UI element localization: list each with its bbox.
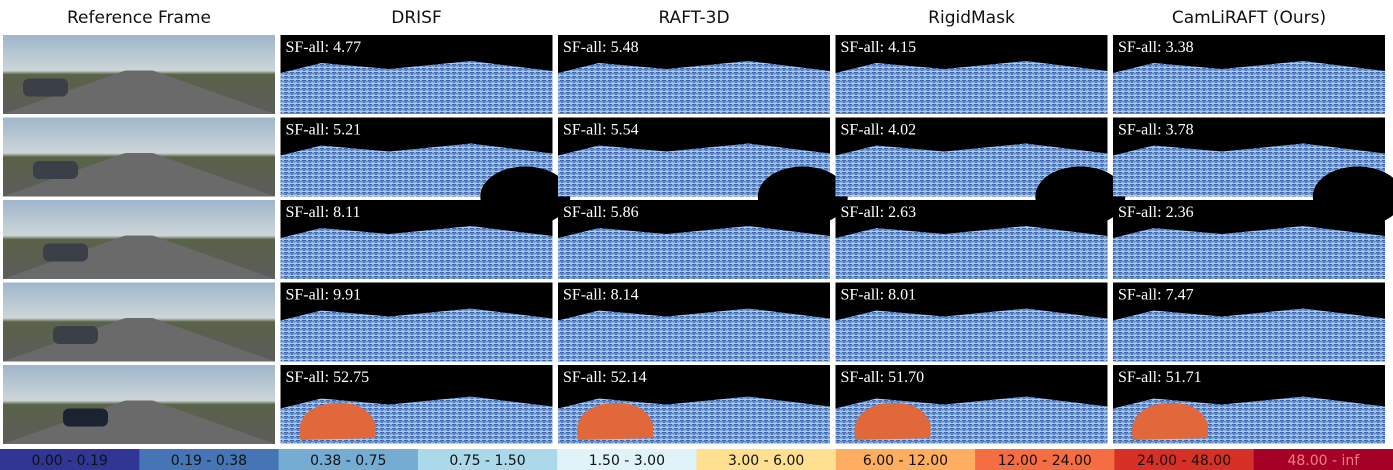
sf-label: SF-all: 51.71	[1118, 369, 1202, 386]
sf-label: SF-all: 8.14	[563, 287, 639, 304]
legend-swatch	[0, 449, 140, 470]
error-map	[1113, 143, 1385, 197]
error-map	[280, 143, 553, 197]
legend-swatch	[835, 449, 976, 470]
column-header: Reference Frame	[67, 8, 211, 28]
legend-swatch	[557, 449, 697, 470]
car	[53, 325, 98, 344]
error-map	[558, 143, 830, 197]
legend-label: 0.00 - 0.19	[32, 453, 108, 469]
legend-swatch	[278, 449, 419, 470]
sf-label: SF-all: 2.63	[841, 204, 917, 221]
car-error	[577, 402, 653, 440]
sf-label: SF-all: 4.77	[286, 39, 362, 56]
legend-swatch	[139, 449, 280, 470]
error-map	[280, 61, 553, 114]
legend-label: 6.00 - 12.00	[863, 453, 948, 469]
error-map	[280, 308, 553, 362]
legend-label: 0.19 - 0.38	[171, 453, 247, 469]
sf-label: SF-all: 52.14	[563, 369, 647, 386]
legend-label: 0.75 - 1.50	[449, 453, 525, 469]
road	[3, 70, 275, 114]
car	[63, 408, 108, 427]
legend-swatch	[1114, 449, 1255, 470]
error-map	[280, 226, 553, 279]
sf-label: SF-all: 52.75	[286, 369, 370, 386]
road	[3, 153, 275, 197]
sf-label: SF-all: 5.48	[563, 39, 639, 56]
error-map	[835, 226, 1108, 279]
legend-swatch	[1253, 449, 1393, 470]
car-error	[1132, 402, 1208, 440]
sf-label: SF-all: 5.86	[563, 204, 639, 221]
legend-label: 0.38 - 0.75	[310, 453, 386, 469]
sf-label: SF-all: 9.91	[286, 287, 362, 304]
column-header: CamLiRAFT (Ours)	[1172, 8, 1326, 28]
car	[33, 160, 78, 179]
sf-label: SF-all: 3.78	[1118, 122, 1194, 139]
legend-label: 48.00 - inf	[1287, 453, 1360, 469]
error-map	[835, 143, 1108, 197]
column-header: DRISF	[391, 8, 442, 28]
road	[3, 400, 275, 444]
error-map	[1113, 61, 1385, 114]
sf-label: SF-all: 5.21	[286, 122, 362, 139]
sf-label: SF-all: 7.47	[1118, 287, 1194, 304]
error-map	[558, 61, 830, 114]
legend-label: 24.00 - 48.00	[1137, 453, 1231, 469]
car-error	[854, 402, 931, 440]
sf-label: SF-all: 8.01	[841, 287, 917, 304]
legend-swatch	[417, 449, 558, 470]
road	[3, 235, 275, 279]
sf-label: SF-all: 8.11	[286, 204, 361, 221]
legend-label: 1.50 - 3.00	[589, 453, 665, 469]
error-map	[1113, 308, 1385, 362]
sf-label: SF-all: 5.54	[563, 122, 639, 139]
road	[3, 318, 275, 362]
error-map	[558, 226, 830, 279]
error-map	[835, 61, 1108, 114]
sf-label: SF-all: 51.70	[841, 369, 925, 386]
sf-label: SF-all: 4.02	[841, 122, 917, 139]
legend-swatch	[975, 449, 1115, 470]
legend-label: 3.00 - 6.00	[728, 453, 804, 469]
car	[23, 78, 68, 97]
car-error	[299, 402, 376, 440]
sf-label: SF-all: 2.36	[1118, 204, 1194, 221]
error-map	[558, 308, 830, 362]
legend-label: 12.00 - 24.00	[998, 453, 1092, 469]
column-header: RigidMask	[928, 8, 1015, 28]
error-map	[1113, 226, 1385, 279]
sf-label: SF-all: 4.15	[841, 39, 917, 56]
legend-swatch	[696, 449, 837, 470]
error-map	[835, 308, 1108, 362]
car	[43, 243, 88, 262]
column-header: RAFT-3D	[658, 8, 729, 28]
sf-label: SF-all: 3.38	[1118, 39, 1194, 56]
